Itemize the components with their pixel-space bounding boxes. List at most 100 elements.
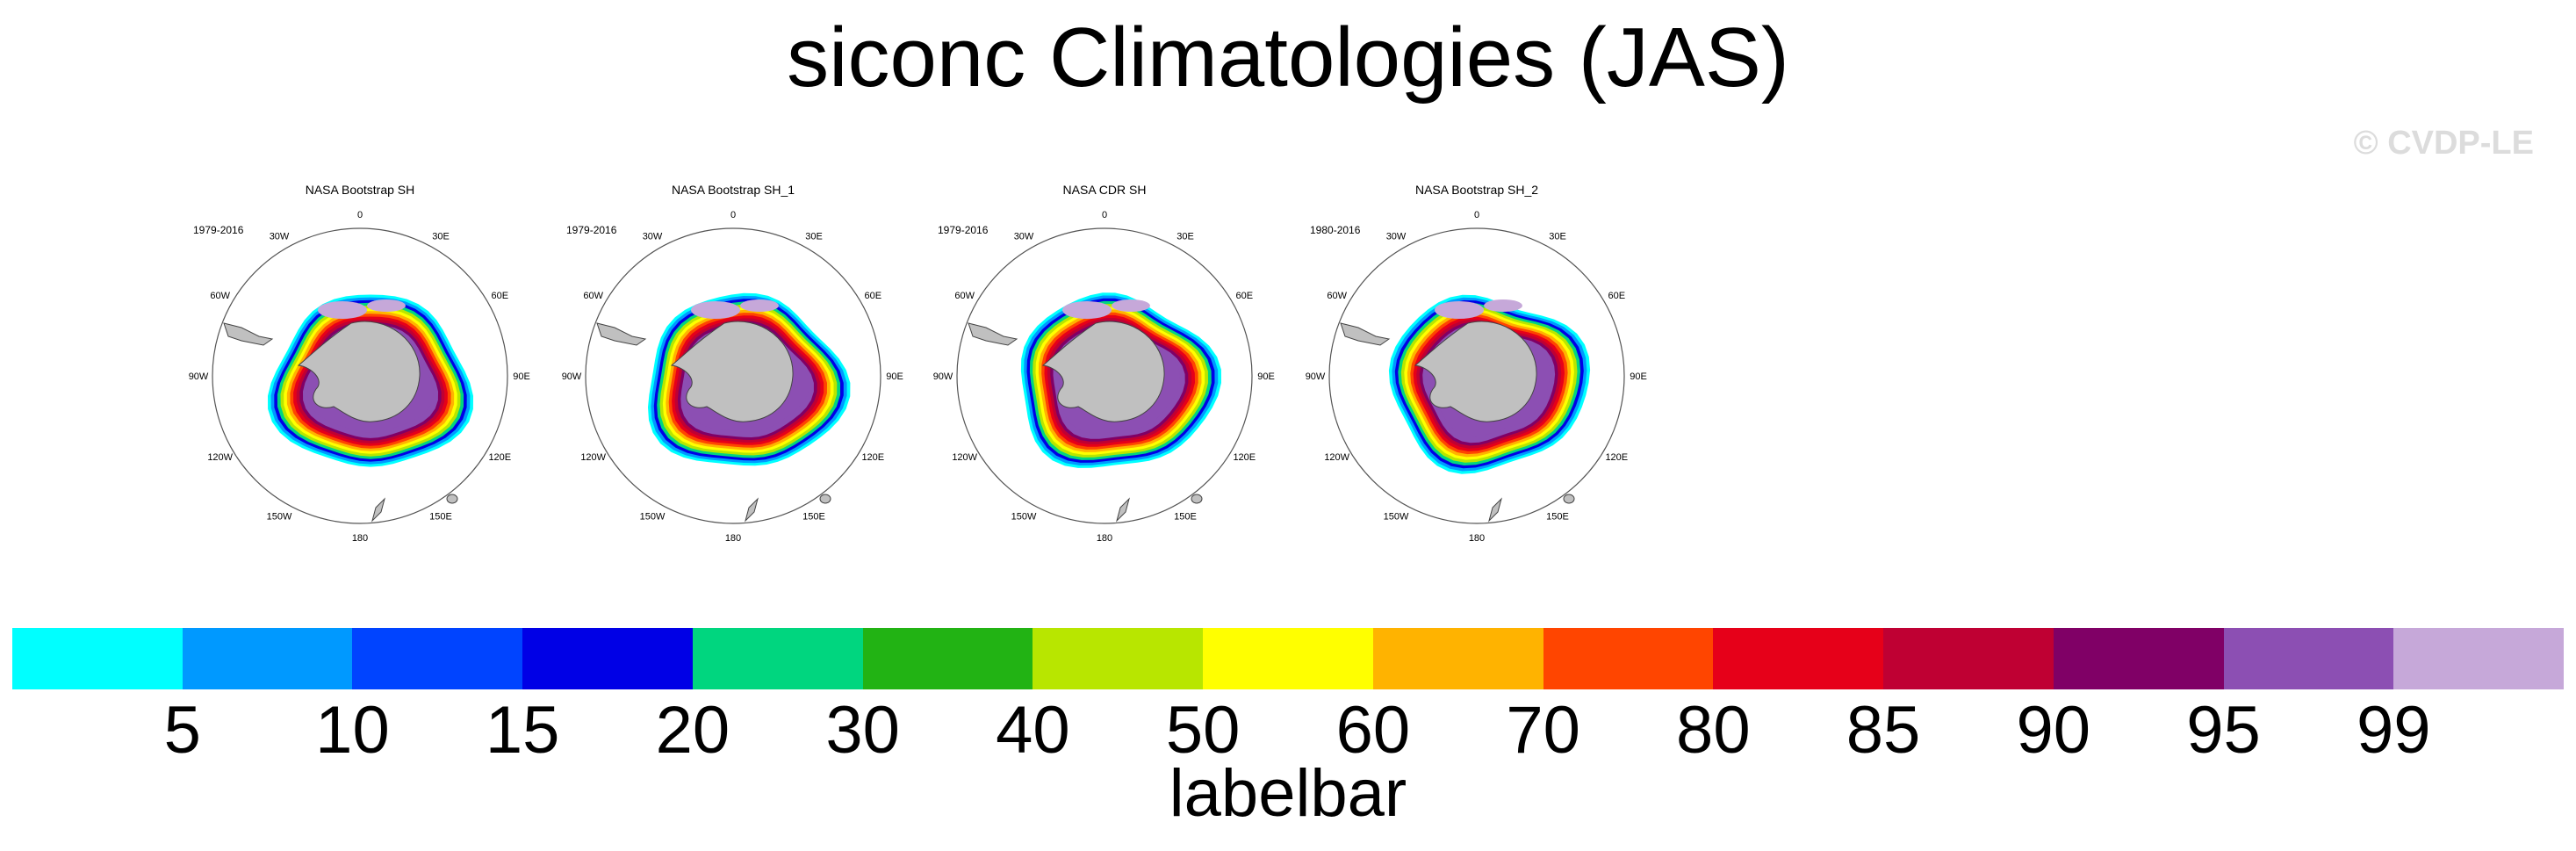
longitude-label: 120W <box>207 452 233 463</box>
labelbar-swatch <box>1543 628 1714 689</box>
map-panel: NASA Bootstrap SH 1979-2016 0 30E 60E 90E 120E… <box>184 176 536 553</box>
panel-title: NASA Bootstrap SH_2 <box>1414 183 1539 197</box>
labelbar-swatch <box>2223 628 2394 689</box>
longitude-label: 30E <box>1176 232 1194 242</box>
longitude-label: 150E <box>429 511 452 522</box>
longitude-label: 60W <box>210 291 230 301</box>
panel-years: 1979-2016 <box>566 224 617 236</box>
labelbar-tick-label: 90 <box>2016 693 2091 768</box>
map-boundary <box>585 227 881 524</box>
longitude-label: 150W <box>1011 511 1037 522</box>
longitude-label: 60E <box>1608 291 1626 301</box>
panel-years: 1980-2016 <box>1310 224 1361 236</box>
longitude-label: 180 <box>725 533 741 544</box>
longitude-label: 120E <box>1233 452 1256 463</box>
ice-concentration-patch <box>1062 301 1112 319</box>
labelbar-swatch <box>862 628 1033 689</box>
antarctica-land <box>670 321 794 422</box>
labelbar-swatch <box>352 628 523 689</box>
longitude-label: 90E <box>513 371 530 382</box>
labelbar-swatch <box>522 628 693 689</box>
map-boundary <box>956 227 1253 524</box>
ice-concentration-patch <box>740 299 779 312</box>
tasmania-land <box>1563 494 1575 504</box>
ice-concentration-patch <box>318 301 367 319</box>
labelbar-swatch <box>1372 628 1543 689</box>
labelbar-tick-label: 20 <box>655 693 730 768</box>
longitude-label: 30W <box>1014 232 1034 242</box>
labelbar-title: labelbar <box>1169 756 1407 831</box>
panel-years: 1979-2016 <box>193 224 244 236</box>
map-boundary <box>212 227 508 524</box>
longitude-label: 150W <box>267 511 292 522</box>
new-zealand-land <box>1488 497 1502 523</box>
labelbar-swatch <box>1203 628 1373 689</box>
panel-title: NASA Bootstrap SH <box>305 183 415 197</box>
longitude-label: 90W <box>189 371 209 382</box>
longitude-label: 30E <box>805 232 823 242</box>
south-america-land <box>596 322 647 346</box>
antarctica-land <box>1041 321 1165 422</box>
ice-concentration-patch <box>1435 301 1484 319</box>
polar-map: 0 30E 60E 90E 120E 150E 180 150W 120W 90W 60W 30W <box>1306 210 1647 544</box>
panel-years: 1979-2016 <box>938 224 989 236</box>
longitude-label: 180 <box>352 533 368 544</box>
labelbar-tick-label: 80 <box>1676 693 1751 768</box>
tasmania-land <box>819 494 831 504</box>
labelbar-swatch <box>1883 628 2054 689</box>
longitude-label: 90W <box>1306 371 1326 382</box>
longitude-label: 30W <box>643 232 663 242</box>
longitude-label: 150W <box>640 511 666 522</box>
longitude-label: 90E <box>1257 371 1275 382</box>
map-panel: NASA CDR SH 1979-2016 0 30E 60E 90E 120E 150E 18… <box>929 176 1280 553</box>
longitude-label: 60E <box>1236 291 1254 301</box>
polar-map: 0 30E 60E 90E 120E 150E 180 150W 120W 90W 60W 30W <box>189 210 530 544</box>
longitude-label: 180 <box>1097 533 1112 544</box>
new-zealand-land <box>371 497 385 523</box>
labelbar-tick-label: 50 <box>1165 693 1241 768</box>
longitude-label: 150E <box>802 511 825 522</box>
labelbar-swatch <box>2053 628 2224 689</box>
page-title: siconc Climatologies (JAS) <box>787 11 1789 105</box>
ice-concentration-patch <box>691 301 740 319</box>
longitude-label: 30E <box>1549 232 1566 242</box>
labelbar-swatch <box>1713 628 1884 689</box>
polar-map: 0 30E 60E 90E 120E 150E 180 150W 120W 90W 60W 30W <box>562 210 903 544</box>
labelbar-swatch <box>692 628 863 689</box>
labelbar-tick-label: 99 <box>2356 693 2431 768</box>
longitude-label: 60W <box>954 291 975 301</box>
longitude-label: 120E <box>1605 452 1628 463</box>
new-zealand-land <box>1116 497 1130 523</box>
south-america-land <box>223 322 274 346</box>
longitude-label: 120W <box>952 452 977 463</box>
labelbar-tick-label: 10 <box>315 693 390 768</box>
longitude-label: 150E <box>1546 511 1569 522</box>
ice-concentration-patch <box>1484 299 1522 312</box>
map-boundary <box>1328 227 1625 524</box>
longitude-label: 0 <box>357 210 363 220</box>
longitude-label: 60E <box>865 291 882 301</box>
watermark: © CVDP-LE <box>2353 125 2534 162</box>
labelbar-tick-label: 40 <box>996 693 1070 768</box>
longitude-label: 90W <box>933 371 953 382</box>
longitude-label: 0 <box>1474 210 1479 220</box>
labelbar-tick-label: 15 <box>485 693 560 768</box>
longitude-label: 150W <box>1384 511 1409 522</box>
longitude-label: 0 <box>730 210 736 220</box>
antarctica-land <box>1414 321 1537 422</box>
longitude-label: 90E <box>1630 371 1647 382</box>
longitude-label: 60E <box>492 291 509 301</box>
labelbar <box>12 628 2565 689</box>
labelbar-tick-label: 60 <box>1335 693 1411 768</box>
longitude-label: 60W <box>1327 291 1347 301</box>
longitude-label: 90E <box>886 371 903 382</box>
labelbar-swatch <box>2393 628 2565 689</box>
longitude-label: 0 <box>1102 210 1107 220</box>
ice-concentration-patch <box>1112 299 1150 312</box>
map-panel: NASA Bootstrap SH_2 1980-2016 0 30E 60E 90E 12… <box>1301 176 1652 553</box>
panel-title: NASA Bootstrap SH_1 <box>671 183 795 197</box>
antarctica-land <box>297 321 421 422</box>
longitude-label: 120W <box>580 452 606 463</box>
labelbar-tick-label: 30 <box>825 693 900 768</box>
map-panel: NASA Bootstrap SH_1 1979-2016 0 30E 60E 90E 12… <box>558 176 909 553</box>
